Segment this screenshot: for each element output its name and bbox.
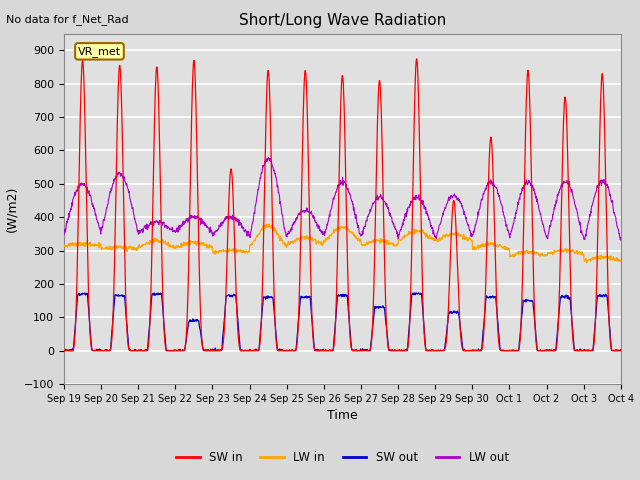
Title: Short/Long Wave Radiation: Short/Long Wave Radiation bbox=[239, 13, 446, 28]
X-axis label: Time: Time bbox=[327, 409, 358, 422]
Legend: SW in, LW in, SW out, LW out: SW in, LW in, SW out, LW out bbox=[172, 446, 513, 468]
Y-axis label: (W/m2): (W/m2) bbox=[5, 186, 19, 232]
Text: VR_met: VR_met bbox=[78, 46, 121, 57]
Text: No data for f_Net_Rad: No data for f_Net_Rad bbox=[6, 14, 129, 25]
